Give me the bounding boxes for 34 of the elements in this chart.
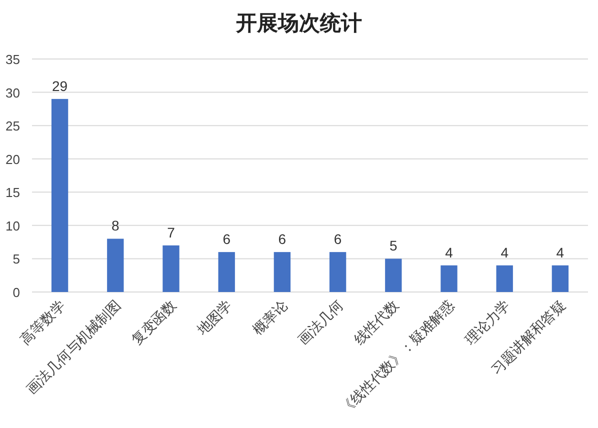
x-tick-label: 地图学 xyxy=(194,298,236,340)
bar xyxy=(51,98,68,292)
data-label: 4 xyxy=(500,244,509,260)
data-label: 29 xyxy=(52,78,68,94)
bar xyxy=(385,258,402,292)
data-label: 6 xyxy=(278,231,286,248)
x-tick-label: 复变函数 xyxy=(128,298,180,348)
data-label: 5 xyxy=(390,238,398,254)
bar xyxy=(552,265,569,292)
bar xyxy=(440,265,458,292)
y-tick-label: 20 xyxy=(6,152,20,167)
y-tick-label: 10 xyxy=(6,218,20,234)
y-tick-label: 5 xyxy=(12,252,20,267)
data-label: 4 xyxy=(556,244,564,260)
bar xyxy=(107,238,124,292)
x-tick-label: 线性代数 xyxy=(351,298,402,348)
chart-title: 开展场次统计 xyxy=(235,11,362,35)
bar xyxy=(274,252,291,292)
bar xyxy=(329,252,346,292)
y-tick-label: 25 xyxy=(6,118,20,134)
bar xyxy=(496,265,513,292)
y-tick-label: 30 xyxy=(6,85,20,100)
data-label: 4 xyxy=(445,244,454,260)
bar xyxy=(218,252,235,292)
data-label: 6 xyxy=(222,231,231,248)
data-label: 8 xyxy=(112,218,120,234)
data-label: 7 xyxy=(167,224,176,240)
x-tick-label: 概率论 xyxy=(250,298,292,339)
data-label: 6 xyxy=(334,231,342,248)
bar xyxy=(162,245,180,292)
y-tick-label: 35 xyxy=(6,52,20,67)
x-tick-label: 画法几何 xyxy=(296,298,347,348)
y-tick-label: 15 xyxy=(6,185,20,200)
y-tick-label: 0 xyxy=(12,285,20,300)
